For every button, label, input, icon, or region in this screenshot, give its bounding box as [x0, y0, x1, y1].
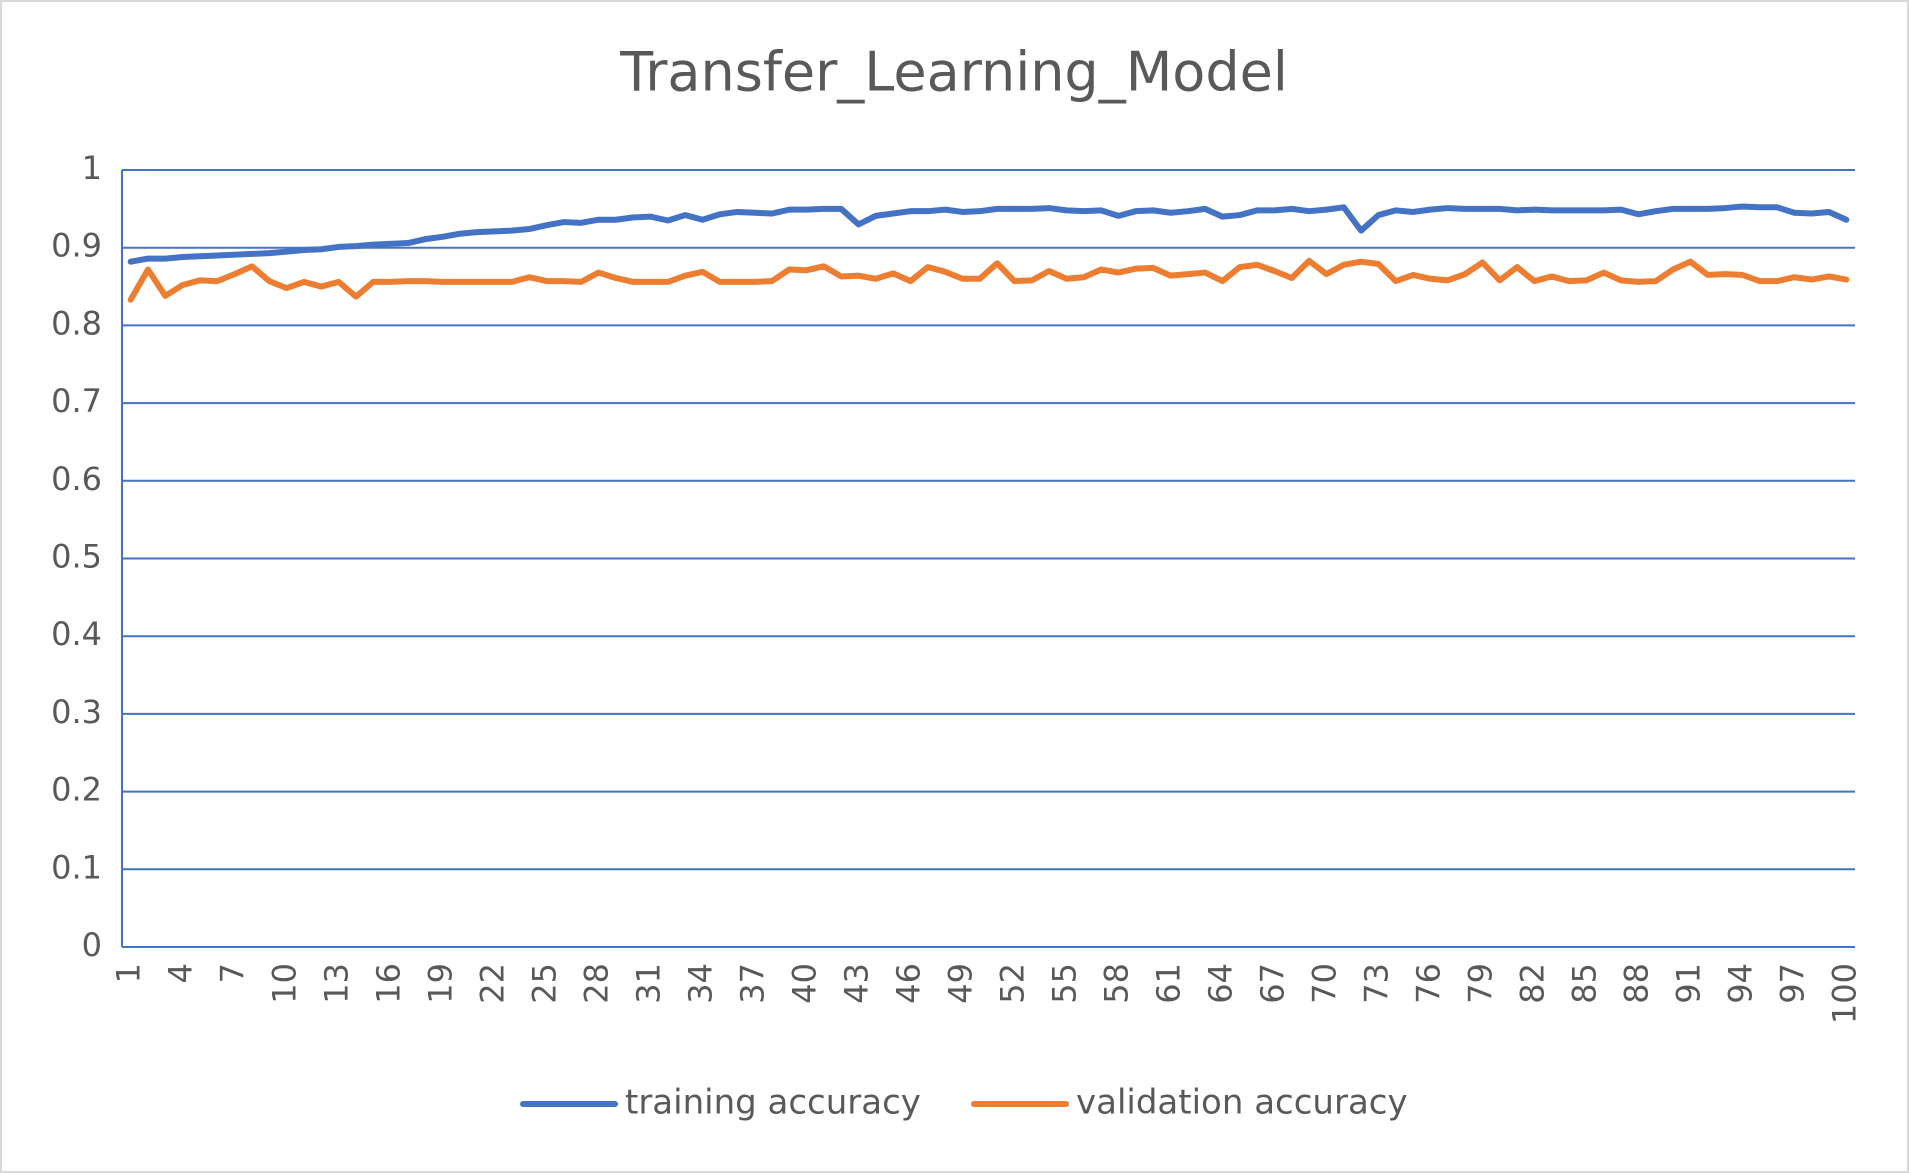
x-tick-label: 70 [1305, 963, 1343, 1004]
data-line [127, 257, 1850, 303]
x-tick-label: 37 [734, 963, 772, 1004]
x-tick-label: 1 [110, 963, 148, 983]
x-tick-label: 10 [266, 963, 304, 1004]
legend-label: training accuracy [625, 1083, 921, 1123]
x-tick-label: 64 [1201, 963, 1239, 1004]
y-tick-label: 0.3 [51, 693, 102, 731]
y-tick-label: 0.4 [51, 615, 102, 653]
x-tick-label: 79 [1461, 963, 1499, 1004]
x-tick-label: 13 [318, 963, 356, 1004]
y-tick-label: 1 [82, 149, 102, 187]
x-tick-label: 16 [370, 963, 408, 1004]
x-tick-label: 34 [682, 963, 720, 1004]
x-tick-label: 22 [474, 963, 512, 1004]
legend-label: validation accuracy [1076, 1083, 1408, 1123]
x-tick-label: 58 [1097, 963, 1135, 1004]
y-tick-label: 0 [82, 926, 102, 964]
x-tick-label: 73 [1357, 963, 1395, 1004]
x-tick-label: 97 [1773, 963, 1811, 1004]
y-tick-label: 0.6 [51, 460, 102, 498]
x-tick-label: 61 [1149, 963, 1187, 1004]
x-tick-label: 28 [578, 963, 616, 1004]
x-tick-label: 19 [422, 963, 460, 1004]
x-tick-label: 82 [1513, 963, 1551, 1004]
x-tick-label: 94 [1721, 963, 1759, 1004]
x-tick-label: 91 [1669, 963, 1707, 1004]
x-tick-label: 4 [162, 963, 200, 983]
x-tick-label: 49 [942, 963, 980, 1004]
data-line [127, 203, 1850, 265]
x-tick-label: 46 [890, 963, 928, 1004]
x-tick-label: 52 [993, 963, 1031, 1004]
y-tick-label: 0.2 [51, 771, 102, 809]
x-tick-label: 40 [786, 963, 824, 1004]
y-tick-label: 0.8 [51, 304, 102, 342]
x-tick-label: 55 [1045, 963, 1083, 1004]
x-tick-label: 100 [1825, 963, 1863, 1024]
x-tick-label: 67 [1253, 963, 1291, 1004]
x-tick-label: 43 [838, 963, 876, 1004]
x-tick-label: 85 [1565, 963, 1603, 1004]
x-tick-label: 88 [1617, 963, 1655, 1004]
x-tick-label: 31 [630, 963, 668, 1004]
y-tick-label: 0.9 [51, 227, 102, 265]
x-tick-label: 76 [1409, 963, 1447, 1004]
y-tick-label: 0.7 [51, 382, 102, 420]
y-tick-label: 0.1 [51, 848, 102, 886]
x-tick-label: 7 [214, 963, 252, 983]
x-tick-label: 25 [526, 963, 564, 1004]
y-tick-label: 0.5 [51, 538, 102, 576]
chart-title: Transfer_Learning_Model [619, 41, 1288, 104]
